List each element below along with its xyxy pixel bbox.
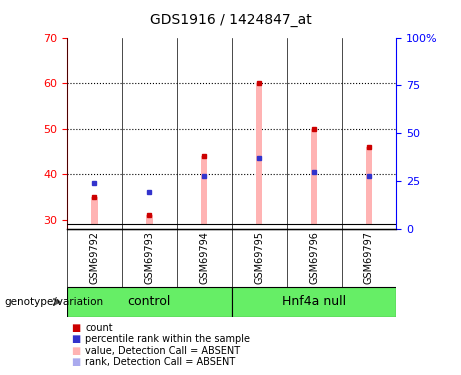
Text: ■: ■ bbox=[71, 357, 81, 367]
Text: ■: ■ bbox=[71, 323, 81, 333]
Bar bbox=[256, 83, 262, 224]
Text: GSM69794: GSM69794 bbox=[199, 231, 209, 284]
Text: ■: ■ bbox=[71, 346, 81, 355]
Text: Hnf4a null: Hnf4a null bbox=[282, 296, 346, 308]
Bar bbox=[91, 197, 98, 224]
Bar bbox=[201, 156, 207, 224]
Text: GDS1916 / 1424847_at: GDS1916 / 1424847_at bbox=[150, 13, 311, 27]
Bar bbox=[311, 129, 317, 224]
Text: value, Detection Call = ABSENT: value, Detection Call = ABSENT bbox=[85, 346, 240, 355]
Text: count: count bbox=[85, 323, 113, 333]
Bar bbox=[146, 215, 153, 224]
Text: GSM69797: GSM69797 bbox=[364, 231, 374, 284]
Bar bbox=[231, 287, 396, 317]
Bar bbox=[366, 147, 372, 224]
Bar bbox=[67, 287, 231, 317]
Text: GSM69795: GSM69795 bbox=[254, 231, 264, 284]
Text: ■: ■ bbox=[71, 334, 81, 344]
Text: GSM69792: GSM69792 bbox=[89, 231, 99, 284]
Text: genotype/variation: genotype/variation bbox=[5, 297, 104, 307]
Text: GSM69793: GSM69793 bbox=[144, 231, 154, 284]
Text: percentile rank within the sample: percentile rank within the sample bbox=[85, 334, 250, 344]
Text: rank, Detection Call = ABSENT: rank, Detection Call = ABSENT bbox=[85, 357, 236, 367]
Text: control: control bbox=[128, 296, 171, 308]
Text: GSM69796: GSM69796 bbox=[309, 231, 319, 284]
